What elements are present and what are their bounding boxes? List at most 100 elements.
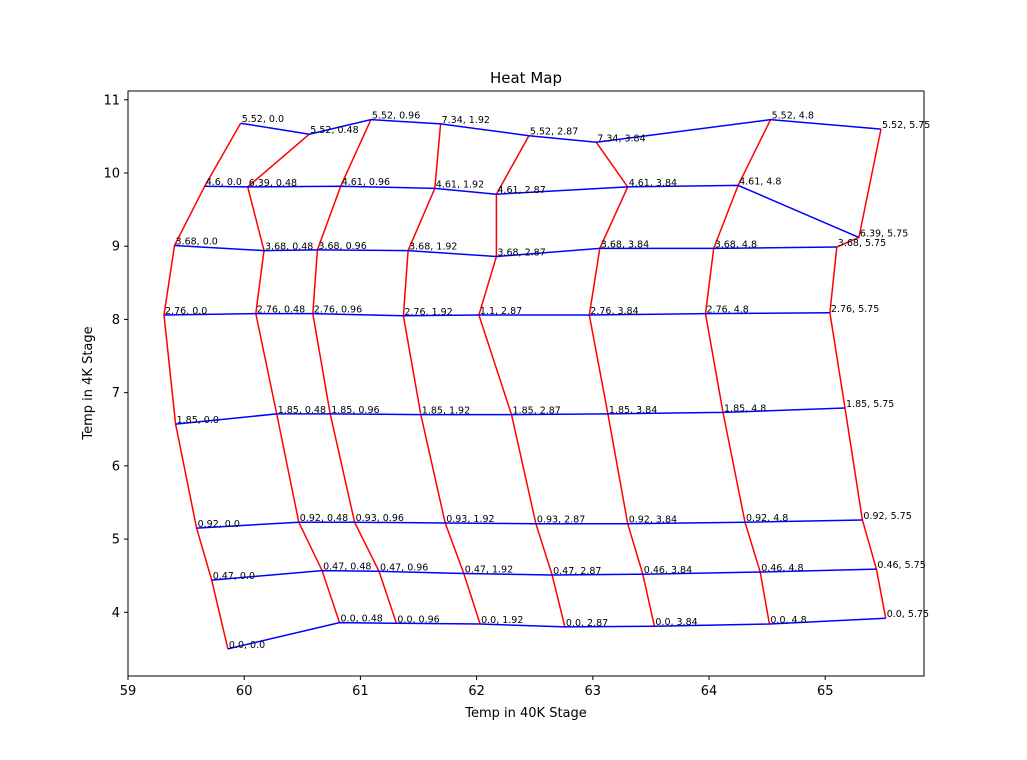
point-label: 0.0, 4.8 [770, 615, 806, 626]
point-label: 0.46, 3.84 [644, 565, 692, 576]
point-label: 0.92, 5.75 [863, 511, 911, 522]
point-label: 4.61, 2.87 [497, 185, 545, 196]
row-line-6 [204, 184, 860, 239]
x-tick-label: 61 [352, 684, 369, 699]
point-label: 2.76, 4.8 [707, 305, 749, 316]
row-line-3 [175, 407, 846, 425]
row-line-0 [227, 617, 886, 650]
x-tick-label: 64 [701, 684, 718, 699]
point-label: 4.61, 0.96 [342, 177, 390, 188]
point-label: 5.52, 0.0 [242, 114, 284, 125]
column-line-7 [829, 128, 887, 619]
plot-frame [127, 90, 925, 677]
point-label: 2.76, 5.75 [831, 304, 879, 315]
point-label: 3.68, 5.75 [838, 238, 886, 249]
row-line-4 [163, 312, 830, 317]
column-line-6 [704, 119, 772, 625]
y-axis-title: Temp in 4K Stage [81, 326, 96, 440]
x-tick-label: 65 [817, 684, 834, 699]
point-label: 4.61, 4.8 [739, 176, 781, 187]
row-line-5 [174, 244, 837, 258]
y-tick-label: 8 [112, 313, 120, 328]
point-label: 0.0, 1.92 [481, 615, 523, 626]
point-label: 2.76, 3.84 [590, 306, 638, 317]
column-line-5 [588, 141, 656, 627]
point-label: 7.34, 1.92 [442, 115, 490, 126]
x-tick-label: 60 [236, 684, 253, 699]
point-label: 0.0, 0.48 [341, 614, 383, 625]
point-label: 2.76, 0.0 [165, 306, 207, 317]
point-label: 4.61, 3.84 [629, 178, 677, 189]
x-tick-label: 59 [120, 684, 137, 699]
point-label: 0.0, 3.84 [655, 617, 697, 628]
point-label: 0.47, 0.96 [380, 562, 428, 573]
point-label: 1.85, 5.75 [846, 399, 894, 410]
point-label: 3.68, 0.96 [318, 241, 366, 252]
point-label: 6.39, 5.75 [860, 228, 908, 239]
y-tick-label: 4 [112, 606, 120, 621]
point-label: 0.47, 2.87 [553, 566, 601, 577]
point-label: 5.52, 5.75 [882, 120, 930, 131]
point-label: 0.0, 2.87 [566, 618, 608, 629]
point-label: 1.85, 3.84 [609, 405, 657, 416]
column-line-2 [312, 119, 398, 624]
point-label: 0.93, 1.92 [446, 514, 494, 525]
point-label: 3.68, 2.87 [497, 248, 545, 259]
y-tick-label: 10 [103, 167, 120, 182]
point-label: 3.68, 1.92 [409, 242, 457, 253]
column-line-3 [402, 123, 481, 625]
point-label: 0.46, 4.8 [761, 563, 803, 574]
point-label: 0.0, 5.75 [887, 609, 929, 620]
column-line-4 [478, 135, 566, 628]
point-label: 1.85, 1.92 [422, 406, 470, 417]
point-label: 5.52, 0.96 [372, 111, 420, 122]
y-tick-label: 6 [112, 459, 120, 474]
y-tick-label: 9 [112, 240, 120, 255]
point-label: 4.61, 1.92 [436, 179, 484, 190]
row-line-7 [240, 118, 882, 144]
x-tick-label: 63 [585, 684, 602, 699]
y-axis: 4 5 6 7 8 9 10 11 [103, 93, 128, 621]
point-label: 0.92, 4.8 [746, 513, 788, 524]
point-label: 0.46, 5.75 [877, 560, 925, 571]
point-label: 0.93, 2.87 [537, 515, 585, 526]
point-label: 0.47, 1.92 [465, 565, 513, 576]
point-label: 5.52, 2.87 [530, 127, 578, 138]
chart-title: Heat Map [490, 69, 562, 87]
point-label: 0.0, 0.0 [229, 640, 265, 651]
x-axis: 59 60 61 62 63 64 65 [120, 676, 834, 699]
point-label: 1.85, 4.8 [724, 403, 766, 414]
point-label: 3.68, 3.84 [601, 239, 649, 250]
point-label: 1.1, 2.87 [480, 306, 522, 317]
point-label: 0.92, 0.0 [198, 519, 240, 530]
point-label: 1.85, 0.0 [177, 415, 219, 426]
plot-lines [163, 118, 887, 650]
point-label: 1.85, 0.96 [331, 405, 379, 416]
point-label: 0.0, 0.96 [397, 614, 439, 625]
point-label: 2.76, 1.92 [404, 307, 452, 318]
point-label: 0.47, 0.0 [213, 571, 255, 582]
point-label: 1.85, 0.48 [278, 405, 326, 416]
point-label: 3.68, 0.0 [176, 237, 218, 248]
point-label: 1.85, 2.87 [513, 406, 561, 417]
point-label: 6.39, 0.48 [249, 178, 297, 189]
point-label: 0.92, 3.84 [629, 515, 677, 526]
y-tick-label: 5 [112, 533, 120, 548]
y-tick-label: 7 [112, 386, 120, 401]
point-label: 5.52, 4.8 [772, 111, 814, 122]
point-label: 0.92, 0.48 [300, 513, 348, 524]
column-line-1 [246, 133, 341, 623]
point-label: 2.76, 0.48 [257, 305, 305, 316]
point-label: 0.93, 0.96 [356, 513, 404, 524]
point-label: 2.76, 0.96 [314, 305, 362, 316]
plot-labels: 0.0, 0.0 0.0, 0.48 0.0, 0.96 0.0, 1.92 0.0, … [165, 111, 930, 651]
column-line-0 [163, 122, 242, 650]
point-label: 5.52, 0.48 [310, 125, 358, 136]
x-tick-label: 62 [468, 684, 485, 699]
x-axis-title: Temp in 40K Stage [464, 706, 587, 721]
point-label: 3.68, 4.8 [715, 239, 757, 250]
point-label: 3.68, 0.48 [265, 242, 313, 253]
row-line-1 [211, 568, 877, 581]
point-label: 0.47, 0.48 [323, 562, 371, 573]
